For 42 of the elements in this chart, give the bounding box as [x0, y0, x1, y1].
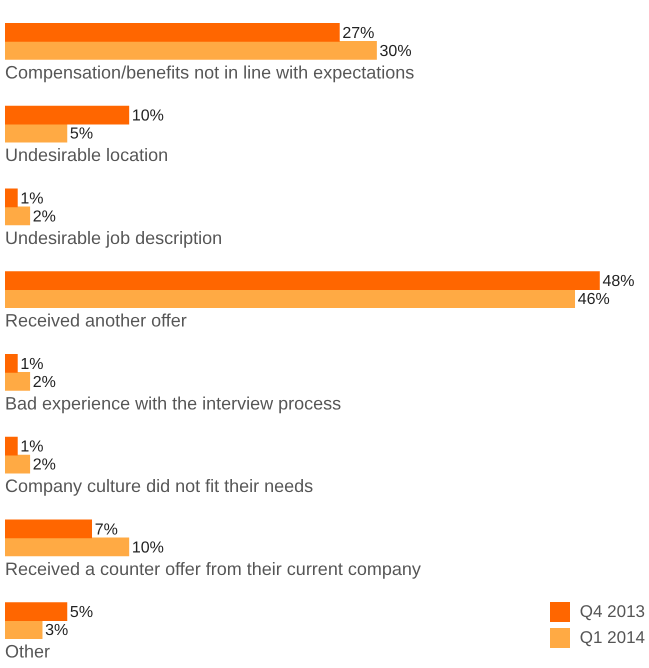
y-tick-label: Other: [5, 642, 50, 662]
y-tick-label: Received another offer: [5, 310, 187, 331]
bar: [5, 454, 30, 474]
y-tick-label: Undesirable location: [5, 145, 168, 166]
data-label: 46%: [578, 291, 610, 308]
data-label: 30%: [380, 42, 412, 60]
legend-label: Q1 2014: [578, 628, 645, 648]
bar: [5, 520, 92, 538]
data-label: 5%: [70, 604, 94, 622]
y-tick-label: Company culture did not fit their needs: [5, 476, 314, 496]
data-label: 3%: [45, 622, 68, 640]
bar: [5, 23, 340, 42]
bar: [5, 620, 42, 639]
legend-label: Q4 2013: [578, 602, 645, 622]
bar: [5, 271, 600, 290]
data-label: 7%: [94, 521, 118, 538]
y-tick-label: Undesirable job description: [5, 228, 222, 248]
data-label: 2%: [32, 208, 56, 226]
bar: [5, 436, 18, 456]
bar: [5, 106, 130, 124]
data-label: 1%: [20, 190, 44, 208]
data-label: 27%: [342, 24, 374, 42]
y-tick-label: Received a counter offer from their current company: [5, 558, 421, 579]
data-label: 1%: [20, 356, 44, 373]
bar: [5, 188, 18, 208]
bar: [5, 538, 130, 556]
data-label: 2%: [32, 456, 56, 474]
bar: [5, 602, 68, 621]
y-tick-label: Compensation/benefits not in line with expectations: [5, 62, 414, 82]
bar: [5, 354, 18, 373]
y-tick-label: Bad experience with the interview process: [5, 393, 342, 414]
bar: [5, 289, 576, 308]
bar: [5, 124, 68, 142]
bar: [5, 206, 30, 226]
data-label: 1%: [20, 438, 44, 456]
bar: [5, 372, 30, 391]
data-label: 10%: [132, 539, 164, 556]
bar: [5, 41, 377, 60]
data-label: 5%: [70, 126, 94, 143]
data-label: 10%: [132, 108, 164, 125]
data-label: 48%: [602, 273, 634, 290]
data-label: 2%: [32, 374, 56, 391]
